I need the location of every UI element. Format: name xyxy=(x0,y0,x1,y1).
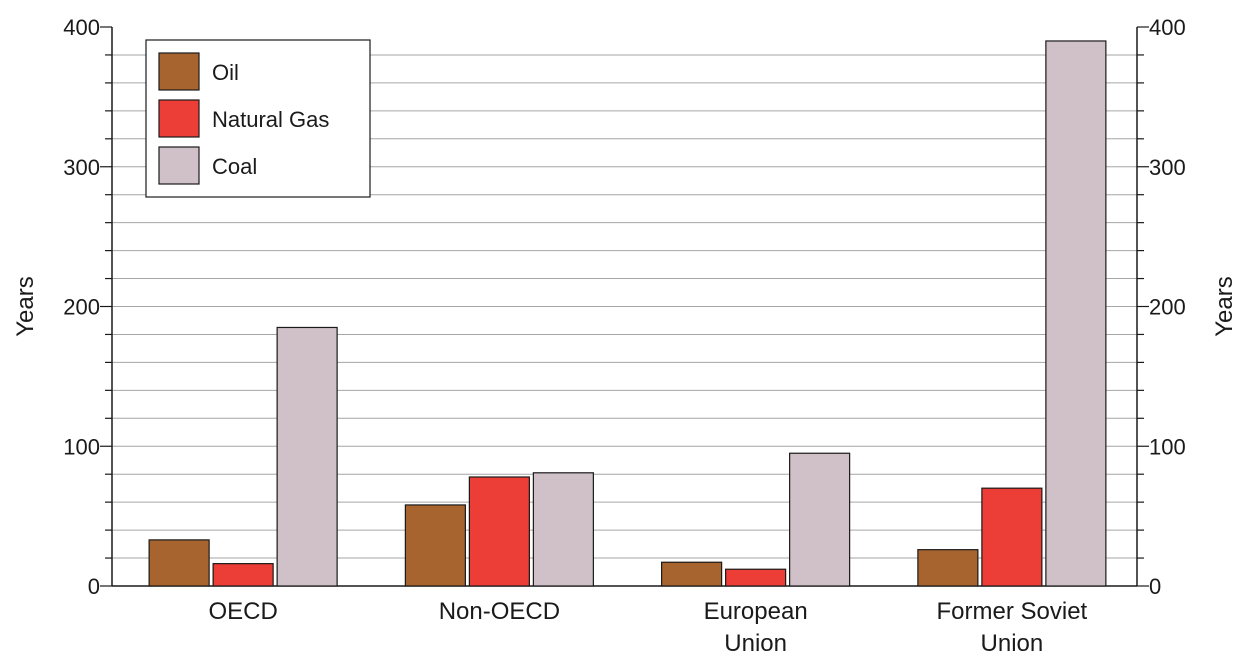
category-label: Union xyxy=(981,630,1044,657)
bar-natural-gas xyxy=(981,487,1043,587)
y-tick-label-left: 0 xyxy=(88,574,100,599)
y-tick-label-right: 0 xyxy=(1149,574,1161,599)
category-label: European xyxy=(704,598,808,625)
legend-label: Natural Gas xyxy=(212,107,329,132)
legend-label: Coal xyxy=(212,154,257,179)
category-label: OECD xyxy=(208,598,277,625)
bar-natural-gas xyxy=(468,476,530,587)
y-tick-label-left: 100 xyxy=(63,434,100,459)
category-label: Former Soviet xyxy=(937,598,1088,625)
bar-coal xyxy=(532,472,594,587)
legend-label: Oil xyxy=(212,60,239,85)
category-label: Non-OECD xyxy=(439,598,560,625)
y-axis-title-left: Years xyxy=(12,276,39,337)
y-axis-title-right: Years xyxy=(1211,276,1238,337)
bar-coal xyxy=(1045,40,1107,587)
y-tick-label-left: 300 xyxy=(63,155,100,180)
legend-swatch-oil xyxy=(158,52,200,91)
legend-swatch-coal xyxy=(158,146,200,185)
category-label: Union xyxy=(724,630,787,657)
bar-oil xyxy=(148,539,210,587)
bar-oil xyxy=(404,504,466,587)
bar-natural-gas xyxy=(212,563,274,587)
bar-oil xyxy=(917,549,979,587)
y-tick-label-left: 200 xyxy=(63,295,100,320)
bar-oil xyxy=(661,561,723,587)
y-tick-label-right: 200 xyxy=(1149,295,1186,320)
bar-natural-gas xyxy=(725,568,787,587)
y-tick-label-left: 400 xyxy=(63,15,100,40)
legend-swatch-natural-gas xyxy=(158,99,200,138)
y-tick-label-right: 100 xyxy=(1149,434,1186,459)
bar-coal xyxy=(789,452,851,587)
y-tick-label-right: 300 xyxy=(1149,155,1186,180)
bar-coal xyxy=(276,326,338,587)
y-tick-label-right: 400 xyxy=(1149,15,1186,40)
